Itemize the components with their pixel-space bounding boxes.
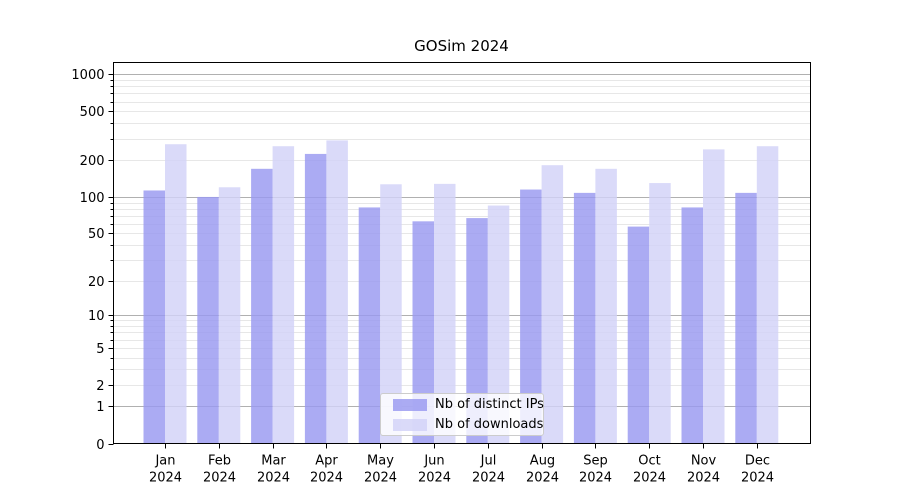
bar-distinct-ips-jun bbox=[412, 221, 434, 444]
bar-downloads-jun bbox=[434, 183, 456, 444]
x-tick-label-year: 2024 bbox=[364, 471, 397, 486]
x-tick-label-year: 2024 bbox=[741, 471, 774, 486]
bar-downloads-dec bbox=[756, 146, 779, 444]
x-tick-label-month: Jun bbox=[423, 454, 444, 469]
x-tick-label-month: Aug bbox=[530, 454, 555, 469]
bar-downloads-apr bbox=[326, 140, 348, 444]
x-tick-label-year: 2024 bbox=[687, 471, 720, 486]
y-tick-label: 100 bbox=[80, 191, 105, 206]
bar-distinct-ips-apr bbox=[304, 153, 327, 444]
x-tick-label-year: 2024 bbox=[526, 471, 559, 486]
x-tick-label-month: Sep bbox=[583, 454, 608, 469]
bar-distinct-ips-oct bbox=[627, 226, 650, 444]
x-tick-label-month: Jan bbox=[154, 454, 175, 469]
x-tick-label-year: 2024 bbox=[203, 471, 236, 486]
bar-distinct-ips-jul bbox=[466, 218, 488, 444]
y-tick-label: 20 bbox=[88, 275, 105, 290]
bar-distinct-ips-jan bbox=[143, 190, 165, 444]
x-tick-label-year: 2024 bbox=[472, 471, 505, 486]
bar-distinct-ips-aug bbox=[520, 189, 542, 444]
bar-downloads-mar bbox=[272, 146, 295, 444]
bar-downloads-jan bbox=[165, 144, 187, 444]
x-tick-label-month: Oct bbox=[638, 454, 660, 469]
bar-downloads-jul bbox=[487, 205, 510, 444]
x-tick-label-year: 2024 bbox=[257, 471, 290, 486]
bar-downloads-nov bbox=[703, 149, 725, 444]
legend: Nb of distinct IPs Nb of downloads bbox=[380, 393, 544, 436]
x-tick-label-month: Dec bbox=[745, 454, 770, 469]
bar-downloads-oct bbox=[649, 183, 671, 444]
bar-distinct-ips-sep bbox=[573, 192, 596, 444]
plot-spines bbox=[113, 62, 811, 444]
x-tick-label-year: 2024 bbox=[310, 471, 343, 486]
y-tick-label: 5 bbox=[96, 342, 104, 357]
bar-downloads-feb bbox=[218, 187, 241, 444]
bar-distinct-ips-may bbox=[358, 207, 381, 444]
x-tick-label-month: Nov bbox=[691, 454, 717, 469]
bar-distinct-ips-nov bbox=[681, 207, 703, 444]
y-tick-label: 0 bbox=[96, 438, 104, 453]
bar-distinct-ips-mar bbox=[251, 168, 273, 444]
x-tick-label-month: Mar bbox=[261, 454, 286, 469]
x-tick-label-month: Apr bbox=[315, 454, 338, 469]
legend-swatch-distinct-ips bbox=[393, 398, 427, 411]
x-tick-label-month: Feb bbox=[208, 454, 231, 469]
legend-entry-distinct-ips: Nb of distinct IPs bbox=[381, 396, 544, 412]
chart-title: GOSim 2024 bbox=[414, 37, 509, 55]
legend-entry-downloads: Nb of downloads bbox=[381, 416, 544, 432]
x-tick-label-year: 2024 bbox=[149, 471, 182, 486]
y-tick-label: 200 bbox=[80, 154, 105, 169]
y-tick-label: 500 bbox=[80, 105, 105, 120]
y-tick-label: 2 bbox=[96, 379, 104, 394]
legend-swatch-downloads bbox=[393, 418, 427, 431]
y-tick-label: 10 bbox=[88, 309, 105, 324]
bar-distinct-ips-dec bbox=[735, 192, 757, 444]
x-tick-label-month: May bbox=[367, 454, 394, 469]
bar-downloads-aug bbox=[541, 165, 564, 444]
x-tick-label-year: 2024 bbox=[579, 471, 612, 486]
legend-label-downloads: Nb of downloads bbox=[435, 416, 544, 432]
bar-downloads-may bbox=[380, 184, 402, 444]
y-tick-label: 1000 bbox=[71, 68, 104, 83]
bar-downloads-sep bbox=[595, 168, 617, 444]
y-tick-label: 1 bbox=[96, 400, 104, 415]
y-tick-label: 50 bbox=[88, 227, 105, 242]
bar-distinct-ips-feb bbox=[197, 196, 219, 444]
x-tick-label-year: 2024 bbox=[633, 471, 666, 486]
x-tick-label-year: 2024 bbox=[418, 471, 451, 486]
legend-label-distinct-ips: Nb of distinct IPs bbox=[435, 396, 544, 412]
x-tick-label-month: Jul bbox=[480, 454, 497, 469]
